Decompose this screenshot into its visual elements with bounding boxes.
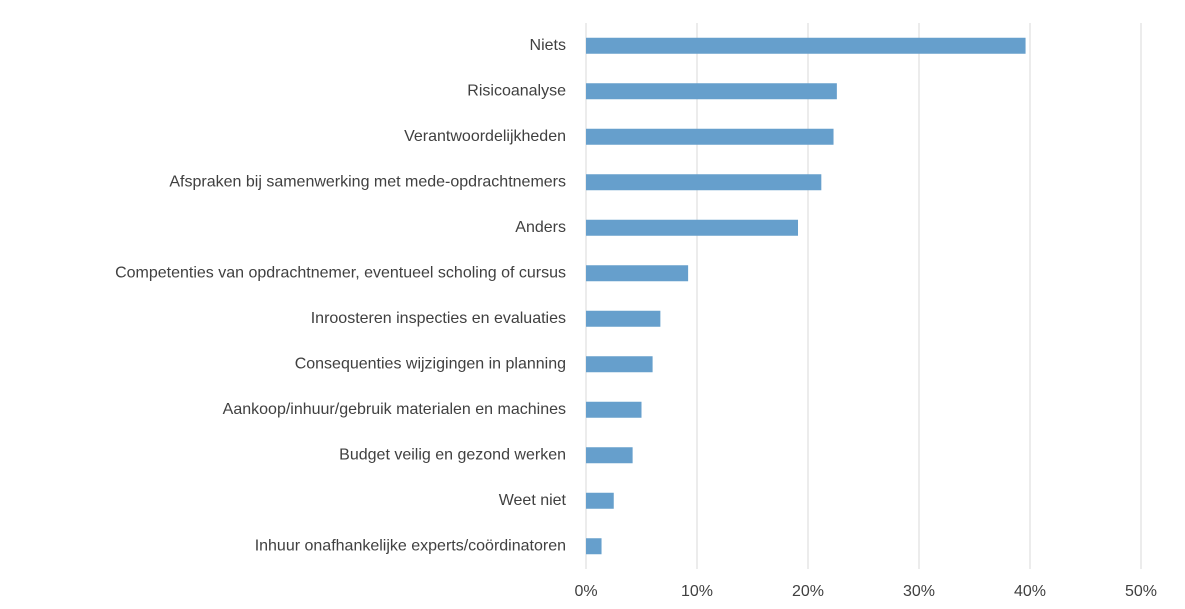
- x-tick-label: 40%: [1014, 583, 1046, 600]
- x-tick-label: 20%: [792, 583, 824, 600]
- y-tick-label: Budget veilig en gezond werken: [339, 446, 566, 463]
- bar: [586, 310, 661, 327]
- y-tick-label: Inroosteren inspecties en evaluaties: [311, 310, 566, 327]
- y-tick-label: Weet niet: [499, 492, 567, 509]
- y-tick-label: Anders: [515, 219, 566, 236]
- y-tick-label: Verantwoordelijkheden: [404, 128, 566, 145]
- x-tick-label: 0%: [574, 583, 597, 600]
- bar: [586, 401, 642, 418]
- y-tick-label: Aankoop/inhuur/gebruik materialen en mac…: [223, 401, 566, 418]
- bar: [586, 83, 837, 100]
- x-tick-label: 30%: [903, 583, 935, 600]
- bar: [586, 128, 834, 145]
- y-tick-label: Niets: [530, 37, 566, 54]
- bar: [586, 492, 614, 509]
- bar: [586, 538, 602, 555]
- bar: [586, 265, 689, 282]
- bar: [586, 219, 799, 236]
- y-tick-label: Consequenties wijzigingen in planning: [295, 355, 566, 372]
- y-tick-label: Afspraken bij samenwerking met mede-opdr…: [169, 173, 566, 190]
- bar: [586, 356, 653, 373]
- x-tick-label: 10%: [681, 583, 713, 600]
- bar: [586, 174, 822, 191]
- y-tick-label: Inhuur onafhankelijke experts/coördinato…: [255, 537, 566, 554]
- y-tick-label: Competenties van opdrachtnemer, eventuee…: [115, 264, 566, 281]
- y-tick-label: Risicoanalyse: [467, 82, 566, 99]
- x-tick-label: 50%: [1125, 583, 1157, 600]
- bar: [586, 37, 1026, 54]
- bar: [586, 447, 633, 464]
